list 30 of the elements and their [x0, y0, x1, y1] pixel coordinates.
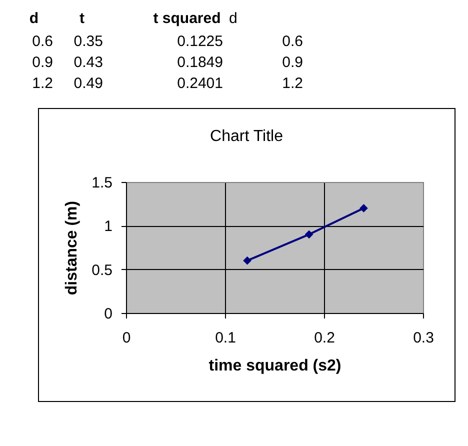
y-tick-label: 0.5 — [92, 262, 112, 279]
chart-title: Chart Title — [210, 128, 284, 145]
x-tick-label: 0 — [122, 330, 131, 346]
point — [360, 204, 368, 212]
text: d — [229, 10, 238, 27]
y-tick-label: 0 — [104, 306, 112, 322]
text: t — [80, 10, 84, 27]
text: 0.1849 — [177, 54, 223, 71]
text: t squared — [153, 10, 221, 27]
x-tick-label: 0.1 — [215, 330, 236, 346]
y-tick-label: 1 — [104, 218, 112, 236]
text: 1.2 — [282, 75, 303, 92]
x-tick-label: 0.2 — [314, 330, 335, 346]
y-axis-title: distance (m) — [64, 200, 81, 296]
text: 0.6 — [32, 33, 53, 50]
text: 0.9 — [32, 54, 53, 71]
text: 0.35 — [74, 33, 103, 50]
text: 0.49 — [74, 75, 103, 92]
text: 0.6 — [282, 33, 303, 50]
x-tick-label: 0.3 — [413, 330, 434, 346]
text: 0.2401 — [177, 75, 223, 92]
x-axis-title: time squared (s2) — [208, 358, 342, 374]
text: d — [29, 10, 39, 27]
text: 0.1225 — [177, 33, 223, 50]
text: 0.9 — [282, 54, 303, 71]
point — [243, 256, 252, 265]
y-tick-label: 1.5 — [92, 174, 112, 192]
text: 1.2 — [32, 75, 53, 92]
point — [304, 230, 314, 239]
text: 0.43 — [74, 54, 103, 71]
